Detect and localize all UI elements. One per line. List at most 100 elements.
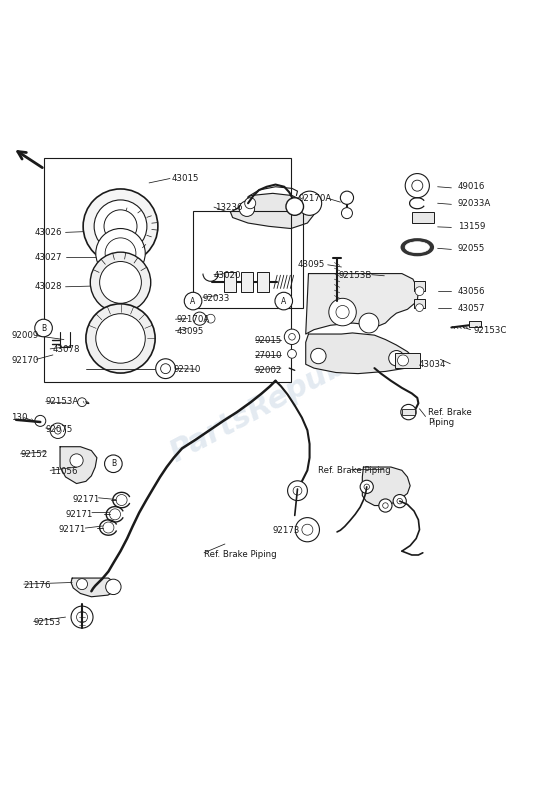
Ellipse shape: [405, 242, 429, 253]
Circle shape: [298, 191, 322, 215]
Circle shape: [193, 312, 206, 326]
Polygon shape: [71, 578, 116, 597]
Circle shape: [289, 334, 295, 340]
Circle shape: [70, 454, 83, 467]
Circle shape: [83, 189, 158, 264]
Text: PartsRepublic: PartsRepublic: [165, 332, 386, 468]
Circle shape: [103, 522, 114, 533]
Circle shape: [100, 262, 142, 303]
Circle shape: [245, 198, 256, 209]
Circle shape: [359, 313, 379, 333]
Bar: [414, 299, 425, 308]
Text: 43056: 43056: [458, 287, 485, 296]
Text: 130: 130: [10, 413, 27, 422]
Circle shape: [35, 319, 52, 337]
Circle shape: [106, 579, 121, 594]
Text: 92153B: 92153B: [338, 271, 371, 280]
Circle shape: [302, 524, 313, 535]
Text: 92210: 92210: [174, 365, 201, 374]
Circle shape: [161, 364, 170, 374]
Circle shape: [239, 201, 255, 217]
Text: 92153: 92153: [34, 618, 61, 627]
Circle shape: [105, 455, 122, 473]
Circle shape: [35, 415, 46, 426]
Circle shape: [105, 238, 136, 269]
Text: 43020: 43020: [213, 271, 241, 280]
Polygon shape: [230, 194, 315, 229]
Text: 43015: 43015: [171, 174, 198, 183]
Circle shape: [110, 509, 121, 520]
Text: 92152: 92152: [20, 450, 48, 459]
Bar: [193, 211, 303, 308]
Text: 92171: 92171: [72, 495, 100, 504]
Polygon shape: [306, 274, 418, 334]
Text: Ref. Brake
Piping: Ref. Brake Piping: [428, 408, 472, 427]
Circle shape: [405, 174, 429, 198]
Bar: [412, 212, 434, 223]
Circle shape: [341, 191, 354, 204]
Text: 92002: 92002: [255, 366, 282, 375]
Circle shape: [415, 286, 424, 295]
Circle shape: [284, 329, 300, 345]
Text: 92170A: 92170A: [298, 194, 331, 202]
Circle shape: [383, 502, 388, 508]
Text: 27010: 27010: [255, 351, 282, 360]
Circle shape: [412, 180, 423, 191]
Circle shape: [336, 306, 349, 318]
Bar: [44, 158, 291, 382]
Circle shape: [94, 200, 147, 253]
Text: 92055: 92055: [458, 244, 485, 254]
Polygon shape: [363, 467, 410, 506]
Circle shape: [90, 252, 151, 313]
Bar: [395, 353, 420, 368]
Text: 92171: 92171: [59, 526, 87, 534]
Polygon shape: [60, 446, 97, 483]
Text: 43057: 43057: [458, 304, 485, 313]
Circle shape: [71, 606, 93, 628]
Circle shape: [77, 578, 88, 590]
Circle shape: [288, 350, 296, 358]
Circle shape: [329, 298, 356, 326]
Circle shape: [50, 423, 66, 438]
Circle shape: [116, 494, 127, 506]
Text: 92173: 92173: [272, 526, 300, 535]
Text: A: A: [281, 297, 287, 306]
Circle shape: [360, 480, 374, 494]
Circle shape: [55, 427, 61, 434]
Bar: [257, 272, 269, 292]
Text: 92075: 92075: [46, 425, 73, 434]
Text: Ref. Brake Piping: Ref. Brake Piping: [318, 466, 391, 475]
Circle shape: [401, 404, 416, 420]
Text: 92009: 92009: [12, 331, 39, 340]
Circle shape: [288, 481, 307, 501]
Circle shape: [86, 304, 155, 373]
Text: 43078: 43078: [53, 346, 80, 354]
Ellipse shape: [402, 239, 433, 255]
Text: 43034: 43034: [418, 360, 446, 369]
Text: 92170: 92170: [12, 356, 39, 365]
Circle shape: [206, 314, 215, 323]
Circle shape: [286, 198, 304, 215]
Text: 92171: 92171: [66, 510, 93, 519]
Text: 92015: 92015: [255, 335, 282, 345]
Bar: [469, 322, 481, 327]
Circle shape: [397, 498, 402, 504]
Text: 43095: 43095: [298, 260, 325, 270]
Bar: [402, 409, 415, 415]
Text: 49016: 49016: [458, 182, 485, 191]
Text: Ref. Brake Piping: Ref. Brake Piping: [204, 550, 277, 559]
Circle shape: [388, 350, 404, 366]
Text: 43095: 43095: [176, 327, 204, 336]
Circle shape: [393, 494, 406, 508]
Circle shape: [96, 314, 145, 363]
Text: 92170A: 92170A: [176, 314, 210, 324]
Circle shape: [275, 292, 293, 310]
Text: 13159: 13159: [458, 222, 485, 231]
Circle shape: [184, 292, 202, 310]
Circle shape: [78, 398, 87, 406]
Circle shape: [364, 484, 370, 490]
Circle shape: [415, 304, 423, 311]
Text: 92153C: 92153C: [473, 326, 507, 335]
Text: B: B: [111, 459, 116, 468]
Circle shape: [77, 612, 88, 622]
